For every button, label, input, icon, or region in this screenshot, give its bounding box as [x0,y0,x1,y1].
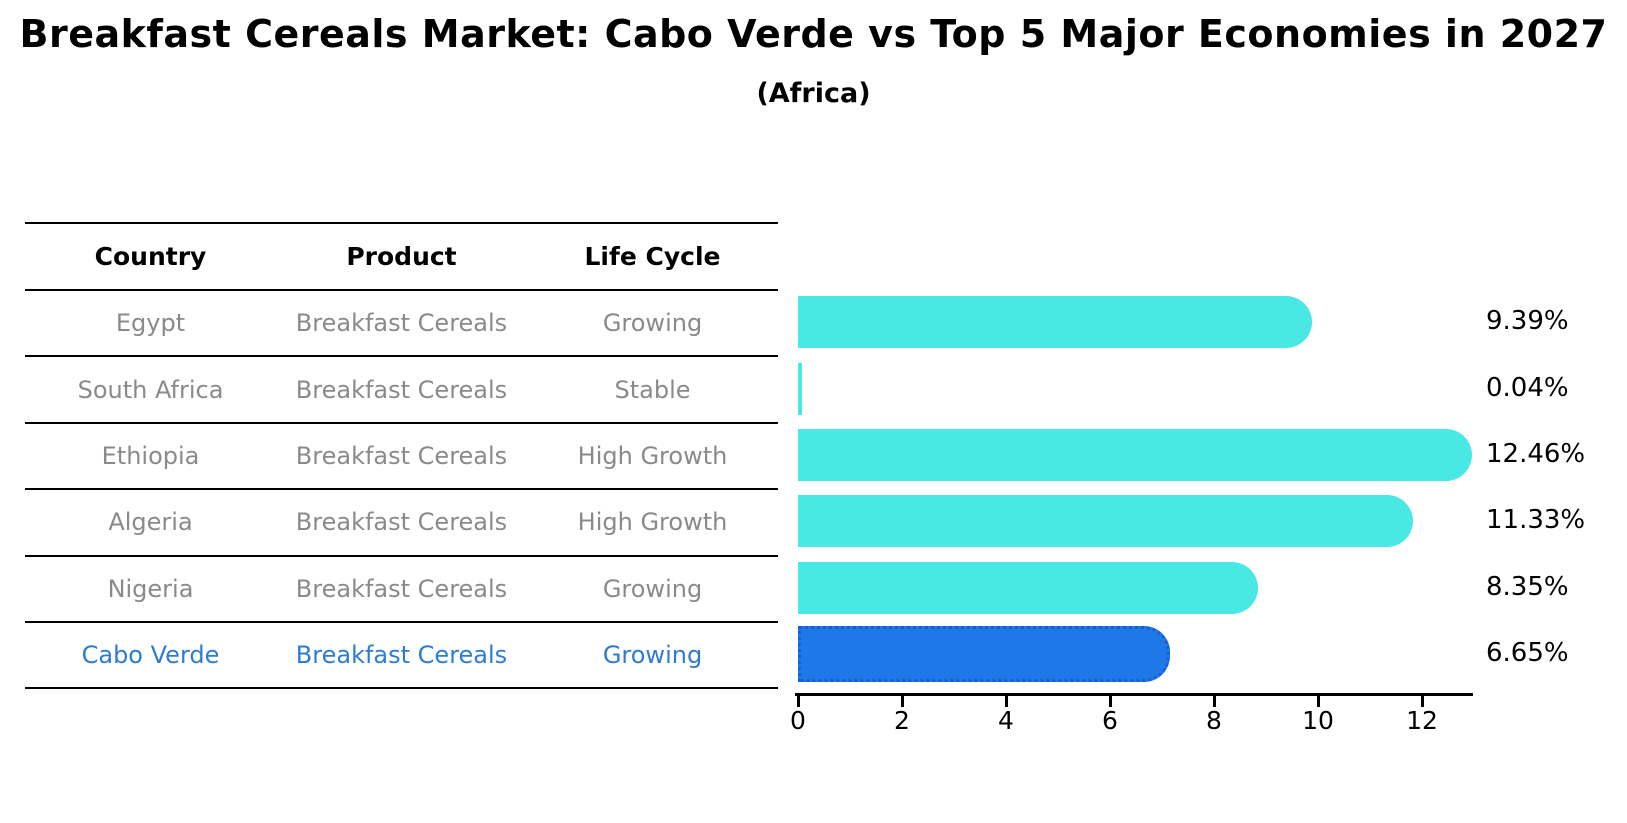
table-body: Egypt Breakfast Cereals Growing South Af… [25,291,778,690]
table-row: South Africa Breakfast Cereals Stable [25,357,778,424]
x-tick-mark [1004,695,1008,707]
cell-life-cycle: High Growth [577,441,728,470]
x-tick-label: 12 [1406,706,1438,735]
x-tick-label: 6 [1102,706,1118,735]
cell-product: Breakfast Cereals [295,641,508,670]
x-tick-mark [1212,695,1216,707]
cell-product: Breakfast Cereals [295,508,508,537]
table-row: Egypt Breakfast Cereals Growing [25,291,778,358]
cell-product: Breakfast Cereals [295,574,508,603]
country-table: Country Product Life Cycle Egypt Breakfa… [25,222,778,690]
cell-product: Breakfast Cereals [295,309,508,338]
value-label-cabo-verde: 6.65% [1486,638,1569,669]
cell-life-cycle: Stable [614,375,691,404]
table-row: Nigeria Breakfast Cereals Growing [25,557,778,623]
value-label-nigeria: 8.35% [1486,571,1569,602]
x-axis-line [795,693,1473,696]
column-header-life-cycle: Life Cycle [584,242,721,271]
cell-country: Algeria [108,508,193,537]
table-row: Ethiopia Breakfast Cereals High Growth [25,424,778,491]
chart-title: Breakfast Cereals Market: Cabo Verde vs … [19,12,1608,56]
bar-nigeria [798,561,1259,614]
cell-life-cycle: Growing [602,574,703,603]
bar-egypt [798,296,1313,349]
x-tick-mark [1108,695,1112,707]
cell-country: Ethiopia [101,441,200,470]
x-tick-label: 0 [790,706,806,735]
cell-country: Cabo Verde [81,641,220,670]
x-tick-mark [900,695,904,707]
cell-country: Nigeria [107,574,194,603]
bar-ethiopia [798,429,1472,481]
x-tick-mark [1316,695,1320,707]
bar-cabo-verde [798,626,1170,683]
chart-subtitle: (Africa) [756,78,871,109]
x-tick-mark [796,695,800,707]
x-tick-label: 8 [1206,706,1222,735]
cell-country: South Africa [77,375,224,404]
x-tick-label: 10 [1302,706,1334,735]
cell-life-cycle: High Growth [577,508,728,537]
column-header-product: Product [346,242,457,271]
cell-product: Breakfast Cereals [295,441,508,470]
bar-algeria [798,495,1414,548]
column-header-country: Country [94,242,207,271]
cell-life-cycle: Growing [602,641,703,670]
x-tick-label: 4 [998,706,1014,735]
value-label-egypt: 9.39% [1486,306,1569,337]
table-row: Cabo Verde Breakfast Cereals Growing [25,623,778,690]
value-label-ethiopia: 12.46% [1486,439,1586,469]
bar-south-africa [798,362,802,415]
table-header-row: Country Product Life Cycle [25,224,778,291]
value-label-south-africa: 0.04% [1486,372,1569,403]
x-tick-mark [1420,695,1424,707]
cell-country: Egypt [115,309,186,338]
table-row: Algeria Breakfast Cereals High Growth [25,490,778,557]
cell-life-cycle: Growing [602,309,703,338]
x-tick-label: 2 [894,706,910,735]
cell-product: Breakfast Cereals [295,375,508,404]
value-label-algeria: 11.33% [1486,505,1586,536]
